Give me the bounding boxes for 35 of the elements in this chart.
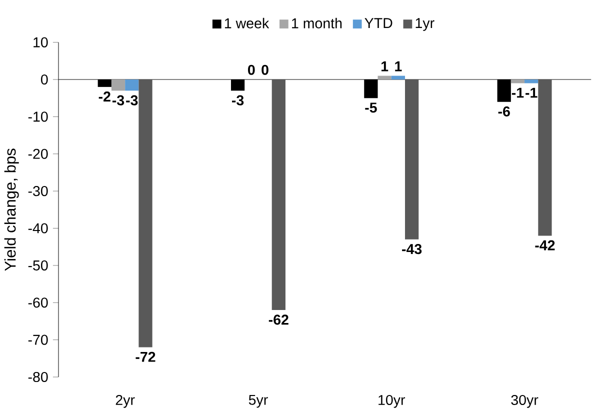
data-label: -3 [232,95,244,106]
legend-label: 1 week [224,18,270,28]
y-tick-label: -40 [28,223,48,234]
y-tick-label: -80 [28,372,48,382]
y-tick-label: -50 [28,260,48,270]
data-label: -62 [268,314,288,325]
legend-label: YTD [364,18,392,28]
y-tick-label: -70 [28,334,48,345]
y-tick-label: -20 [28,148,48,159]
data-label: -5 [365,102,377,113]
y-tick-label: -60 [28,297,48,308]
x-tick-label: 2yr [116,394,135,408]
y-tick-label: 0 [40,74,48,84]
data-label: -1 [526,88,538,98]
data-label: -1 [512,88,524,98]
data-label: -6 [498,106,510,116]
data-label: 0 [262,64,268,75]
data-label: 0 [248,64,255,75]
data-label: -43 [402,244,422,254]
data-label: 1 [395,61,402,72]
x-tick-label: 30yr [511,394,538,408]
data-label: 1 [381,61,388,72]
y-tick-label: 10 [34,37,48,48]
data-label: -42 [535,240,555,250]
data-label: -2 [98,91,110,102]
data-label: -3 [126,95,138,106]
legend-label: 1yr [416,18,434,31]
y-tick-label: -30 [28,186,48,196]
x-tick-label: 10yr [378,394,406,408]
y-axis-title: Yield change, bps [4,148,19,271]
legend-label: 1 month [292,18,342,28]
x-tick-label: 5yr [248,394,268,408]
data-label: -72 [136,352,156,362]
data-label: -3 [112,95,124,106]
y-tick-label: -10 [28,112,48,122]
